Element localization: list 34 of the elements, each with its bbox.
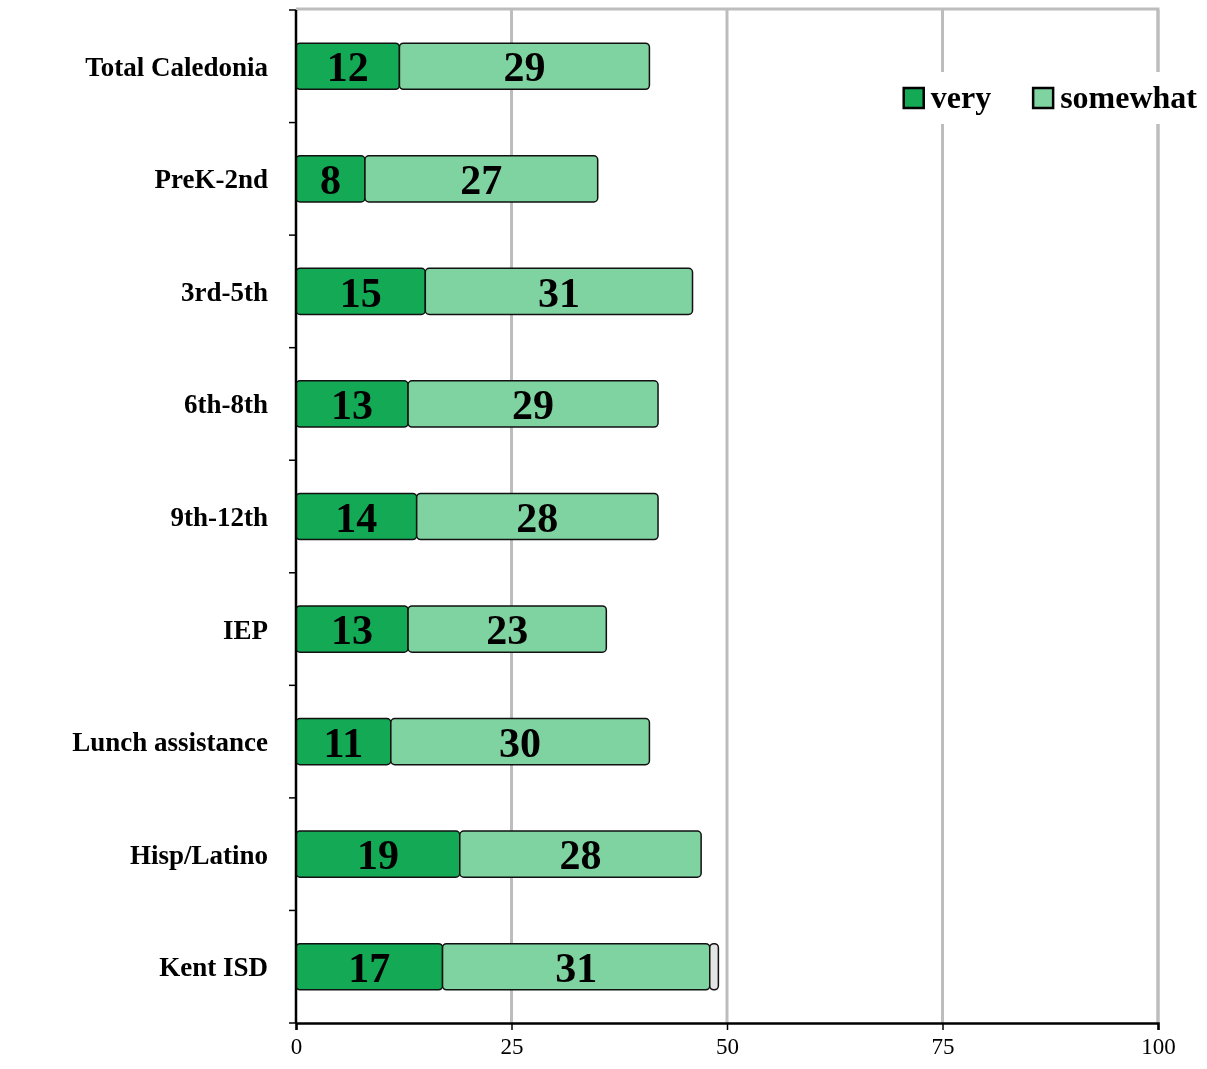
y-tick-label: Hisp/Latino [129,839,268,870]
data-label: 28 [516,494,559,541]
data-label: 30 [499,719,542,766]
y-tick-label: 6th-8th [183,389,268,420]
y-tick-label: Kent ISD [159,952,268,983]
data-label: 31 [555,944,598,991]
x-tick-label: 50 [716,1034,739,1060]
data-label: 15 [339,269,382,316]
y-tick-label: 3rd-5th [181,276,268,307]
legend-label: somewhat [1060,79,1198,116]
data-label: 31 [537,269,580,316]
data-label: 11 [323,719,364,766]
y-tick-label: PreK-2nd [154,164,268,195]
y-tick-label: IEP [222,614,268,645]
data-label: 29 [503,44,546,91]
data-label: 12 [326,44,369,91]
y-tick-label: 9th-12th [170,501,268,532]
y-tick-label: Total Caledonia [85,51,269,82]
data-label: 19 [356,832,399,879]
x-tick-label: 25 [500,1034,524,1060]
data-label: 23 [486,607,529,654]
data-label: 28 [559,832,602,879]
y-tick-label: Lunch assistance [72,727,269,758]
x-tick-label: 0 [290,1034,303,1060]
data-label: 13 [331,382,374,429]
data-label: 14 [335,494,378,541]
data-label: 8 [319,156,341,203]
data-label: 29 [512,382,555,429]
data-label: 17 [348,944,391,991]
x-tick-label: 100 [1141,1034,1176,1060]
data-label: 27 [460,156,503,203]
legend-label: very [930,79,992,116]
x-tick-label: 75 [931,1034,955,1060]
data-label: 13 [331,607,374,654]
